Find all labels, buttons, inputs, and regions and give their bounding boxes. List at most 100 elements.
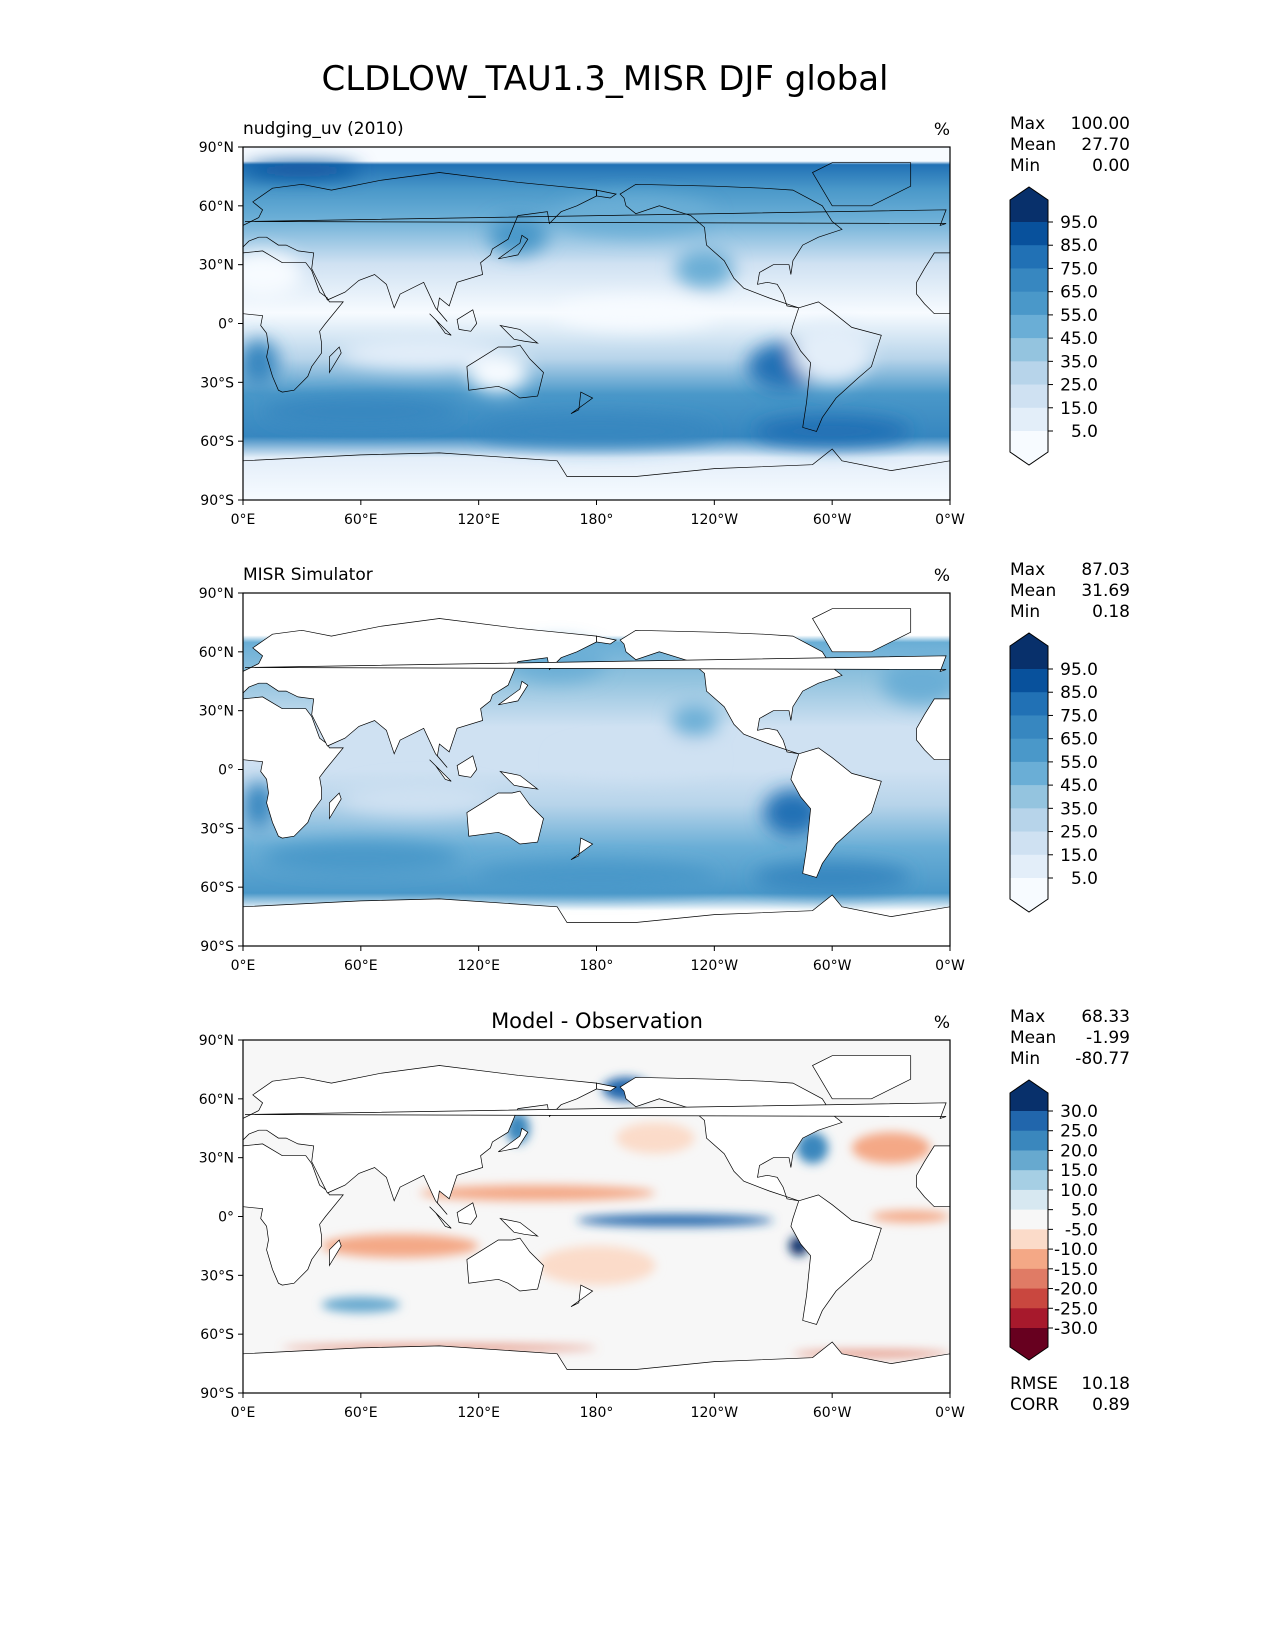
panel-subtitle: MISR Simulator [243, 565, 373, 585]
lat-tick-label: 0° [218, 1210, 234, 1226]
lon-tick-label: 0°E [231, 1405, 256, 1421]
stat-label: CORR [1010, 1395, 1059, 1415]
colorbar-tick-label: 55.0 [1060, 306, 1098, 326]
coastline-newzealand [570, 1284, 594, 1308]
coastline-australia [466, 344, 544, 399]
stat-value: 0.89 [1092, 1395, 1130, 1415]
colorbar: 95.0 85.0 75.0 65.0 55.0 45.0 35.0 25.0 15.0 5.0 [1009, 186, 1098, 466]
lon-tick-label: 180° [580, 1405, 614, 1421]
lat-tick-label: 90°N [199, 1033, 234, 1049]
coastline-africaW [916, 1145, 950, 1208]
field-feature [557, 298, 715, 330]
lat-tick-label: 30°S [200, 1268, 234, 1284]
colorbar-bin [1010, 187, 1048, 222]
field-feature [262, 396, 460, 428]
colorbar-tick-label: 15.0 [1060, 1161, 1098, 1181]
field-feature [341, 337, 499, 369]
map-field [243, 593, 950, 946]
lon-tick-label: 180° [580, 958, 614, 974]
colorbar: 95.0 85.0 75.0 65.0 55.0 45.0 35.0 25.0 15.0 5.0 [1009, 632, 1098, 913]
field-feature [243, 339, 279, 387]
coastline-africaE [243, 250, 344, 393]
panel-units: % [934, 120, 950, 140]
colorbar-tick-label: 25.0 [1060, 1122, 1098, 1142]
stat-value: -1.99 [1086, 1028, 1130, 1048]
colorbar-tick-label: -30.0 [1054, 1319, 1098, 1339]
colorbar-tick-label: 15.0 [1060, 846, 1098, 866]
lat-tick-label: 90°S [200, 939, 234, 955]
stat-label: Min [1010, 602, 1040, 622]
field-feature [851, 1132, 931, 1164]
colorbar-tick-label: -25.0 [1054, 1299, 1098, 1319]
stat-label: Mean [1010, 1028, 1056, 1048]
colorbar-bin [1010, 1249, 1048, 1270]
colorbar-bin [1010, 669, 1048, 693]
colorbar-tick-label: 30.0 [1060, 1102, 1098, 1122]
colorbar-bin [1010, 1130, 1048, 1151]
figure-title: CLDLOW_TAU1.3_MISR DJF global [322, 59, 889, 99]
field-feature [262, 842, 460, 874]
colorbar-bin [1010, 1209, 1048, 1230]
stat-label: Min [1010, 1049, 1040, 1069]
field-feature [341, 783, 499, 815]
coastline-africaE [243, 1143, 344, 1286]
colorbar-bin [1010, 1288, 1048, 1309]
lat-tick-label: 30°N [199, 258, 234, 274]
colorbar-bin [1010, 854, 1048, 879]
coastline-borneo [456, 309, 478, 332]
field-feature [796, 1132, 829, 1164]
coastline-africaW [916, 252, 950, 315]
lon-tick-label: 120°W [691, 512, 739, 528]
lat-tick-label: 90°S [200, 493, 234, 509]
stat-label: Max [1010, 560, 1045, 580]
colorbar-tick-label: 45.0 [1060, 776, 1098, 796]
lat-tick-label: 60°N [199, 645, 234, 661]
stat-value: 31.69 [1081, 581, 1130, 601]
coastline-newguinea [499, 770, 539, 790]
stat-value: 10.18 [1081, 1374, 1130, 1394]
colorbar-bin [1010, 431, 1048, 465]
colorbar-tick-label: 5.0 [1071, 869, 1098, 889]
coastline-chukotka [596, 1082, 617, 1092]
colorbar-outline [1009, 1079, 1049, 1361]
field-feature [243, 162, 361, 179]
colorbar-outline [1009, 632, 1049, 913]
field-feature [478, 861, 715, 894]
coastline-samerica [790, 1194, 882, 1325]
lat-tick-label: 60°S [200, 434, 234, 450]
colorbar-bin [1010, 314, 1048, 339]
coastline-madagascar [329, 346, 342, 374]
field-feature [753, 415, 911, 448]
stat-label: RMSE [1010, 1374, 1058, 1394]
field-feature [537, 1245, 656, 1286]
colorbar-bin [1010, 878, 1048, 912]
coastline-eurasia [243, 172, 597, 322]
lat-tick-label: 30°N [199, 1151, 234, 1167]
field-feature [321, 1234, 479, 1258]
field-feature [243, 250, 302, 298]
coastline-uk [244, 209, 947, 226]
coastline-sumatra [429, 1206, 452, 1229]
colorbar-bin [1010, 1170, 1048, 1191]
coastline-chukotka [596, 635, 617, 645]
stat-value: 0.00 [1092, 156, 1130, 176]
lon-tick-label: 120°E [457, 512, 500, 528]
colorbar-tick-label: 55.0 [1060, 753, 1098, 773]
colorbar-bin [1010, 222, 1048, 246]
panel-3: 90°N 60°N 30°N 0° 30°S 60°S 90°S 0°E 60°E 120°E 18… [199, 1007, 1130, 1421]
lon-tick-label: 180° [580, 512, 614, 528]
coastline-uk [244, 1102, 947, 1119]
coastline-australia [466, 1237, 544, 1292]
lon-tick-label: 120°E [457, 1405, 500, 1421]
coastline-greenland [812, 1055, 912, 1100]
colorbar-tick-label: 85.0 [1060, 683, 1098, 703]
lat-tick-label: 90°N [199, 140, 234, 156]
lon-tick-label: 120°W [691, 958, 739, 974]
lat-tick-label: 30°N [199, 704, 234, 720]
coastline-samerica [790, 747, 882, 878]
lat-tick-label: 30°S [200, 375, 234, 391]
lat-tick-label: 90°N [199, 586, 234, 602]
colorbar-bin [1010, 338, 1048, 362]
field-feature [557, 744, 715, 776]
coastline-greenland [812, 608, 912, 653]
